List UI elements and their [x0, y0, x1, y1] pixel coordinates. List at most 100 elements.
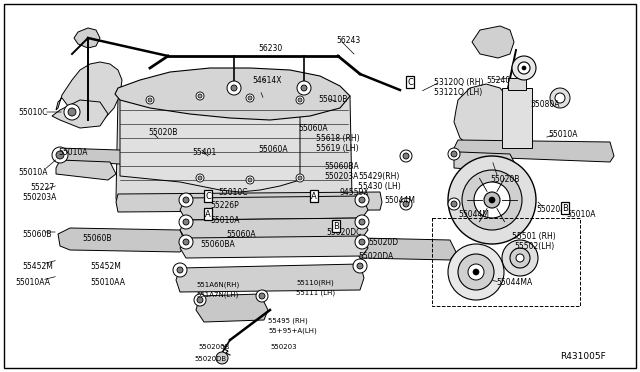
Circle shape — [196, 174, 204, 182]
Circle shape — [359, 239, 365, 245]
Circle shape — [246, 176, 254, 184]
Polygon shape — [354, 238, 456, 260]
Circle shape — [489, 197, 495, 203]
Text: C: C — [407, 77, 413, 87]
Circle shape — [146, 96, 154, 104]
Text: B: B — [333, 221, 339, 231]
Text: 55020D: 55020D — [368, 238, 398, 247]
Bar — [502, 88, 532, 148]
Text: 551A6N(RH): 551A6N(RH) — [196, 282, 239, 289]
Circle shape — [550, 88, 570, 108]
Polygon shape — [180, 236, 368, 258]
Text: 55227: 55227 — [30, 183, 54, 192]
Circle shape — [198, 94, 202, 98]
Text: 55010A: 55010A — [210, 216, 239, 225]
Text: 55010AA: 55010AA — [15, 278, 50, 287]
Text: 551A7N(LH): 551A7N(LH) — [196, 292, 238, 298]
Circle shape — [448, 156, 536, 244]
Text: 550203A: 550203A — [22, 193, 56, 202]
Text: 55010A: 55010A — [58, 148, 88, 157]
Text: 55430 (LH): 55430 (LH) — [358, 182, 401, 191]
Text: 55020DB: 55020DB — [194, 356, 226, 362]
Text: 55060B: 55060B — [22, 230, 51, 239]
Circle shape — [451, 201, 457, 207]
Circle shape — [231, 85, 237, 91]
Circle shape — [448, 198, 460, 210]
Text: 55020B: 55020B — [148, 128, 177, 137]
Text: 55010AA: 55010AA — [90, 278, 125, 287]
Polygon shape — [52, 100, 108, 128]
Circle shape — [248, 96, 252, 100]
Circle shape — [196, 92, 204, 100]
Text: 55502(LH): 55502(LH) — [514, 242, 554, 251]
Circle shape — [359, 197, 365, 203]
Text: 55452M: 55452M — [22, 262, 53, 271]
Text: 56230: 56230 — [258, 44, 282, 53]
Circle shape — [400, 198, 412, 210]
Circle shape — [227, 81, 241, 95]
Text: 55010A: 55010A — [548, 130, 577, 139]
Circle shape — [248, 178, 252, 182]
Circle shape — [448, 148, 460, 160]
Polygon shape — [56, 148, 186, 168]
Circle shape — [68, 108, 76, 116]
Polygon shape — [196, 294, 268, 322]
Circle shape — [296, 96, 304, 104]
Text: 55060A: 55060A — [258, 145, 287, 154]
Text: 55044M: 55044M — [384, 196, 415, 205]
Circle shape — [518, 62, 530, 74]
Text: 54614X: 54614X — [252, 76, 282, 85]
Text: 55010C: 55010C — [218, 188, 248, 197]
Circle shape — [216, 352, 228, 364]
Polygon shape — [180, 218, 368, 240]
Circle shape — [198, 176, 202, 180]
Polygon shape — [176, 264, 364, 292]
Circle shape — [183, 219, 189, 225]
Polygon shape — [472, 26, 514, 58]
Text: 55010A: 55010A — [566, 210, 595, 219]
Text: 55+95+A(LH): 55+95+A(LH) — [268, 328, 317, 334]
Circle shape — [353, 259, 367, 273]
Text: 550203: 550203 — [270, 344, 296, 350]
Text: 55020B: 55020B — [536, 205, 565, 214]
Polygon shape — [56, 160, 116, 180]
Text: A: A — [205, 209, 211, 218]
Circle shape — [474, 182, 510, 218]
Text: 53120Q (RH): 53120Q (RH) — [434, 78, 483, 87]
Circle shape — [403, 201, 409, 207]
Circle shape — [177, 267, 183, 273]
Circle shape — [468, 264, 484, 280]
Circle shape — [56, 151, 64, 159]
Circle shape — [555, 93, 565, 103]
Circle shape — [516, 254, 524, 262]
Text: 55060A: 55060A — [226, 230, 255, 239]
Circle shape — [52, 147, 68, 163]
Circle shape — [512, 56, 536, 80]
Text: 55044M: 55044M — [458, 210, 489, 219]
Circle shape — [183, 239, 189, 245]
Text: B: B — [562, 203, 568, 212]
Text: 55060B: 55060B — [82, 234, 111, 243]
Circle shape — [259, 293, 265, 299]
Text: 550203A: 550203A — [324, 172, 358, 181]
Text: 55501 (RH): 55501 (RH) — [512, 232, 556, 241]
Circle shape — [148, 98, 152, 102]
Text: 55429(RH): 55429(RH) — [358, 172, 399, 181]
Circle shape — [297, 81, 311, 95]
Circle shape — [194, 294, 206, 306]
Text: 55010C: 55010C — [18, 108, 47, 117]
Polygon shape — [116, 192, 382, 212]
Polygon shape — [454, 152, 516, 172]
Circle shape — [256, 290, 268, 302]
Circle shape — [296, 174, 304, 182]
Polygon shape — [452, 140, 614, 162]
Circle shape — [301, 85, 307, 91]
Bar — [508, 78, 526, 90]
Circle shape — [448, 244, 504, 300]
Circle shape — [502, 240, 538, 276]
Text: 94559X: 94559X — [340, 188, 370, 197]
Circle shape — [355, 215, 369, 229]
Text: C: C — [205, 192, 211, 201]
Text: 55110(RH): 55110(RH) — [296, 279, 333, 285]
Polygon shape — [180, 196, 368, 220]
